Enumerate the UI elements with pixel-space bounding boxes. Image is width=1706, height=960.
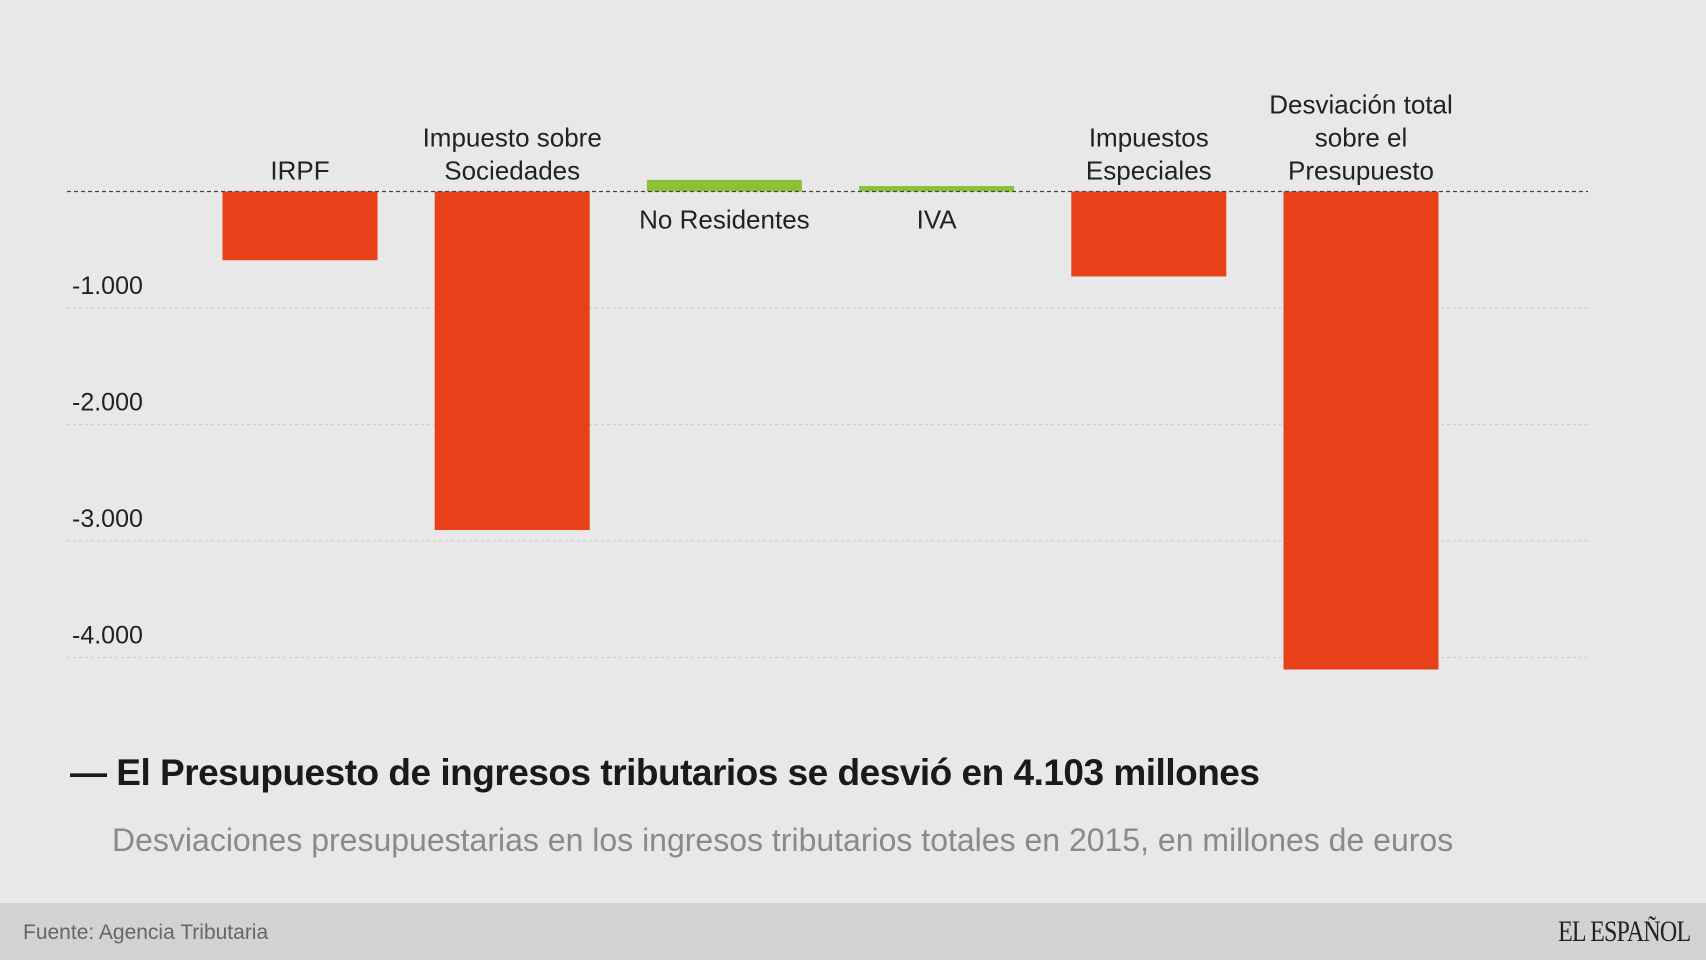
bar-chart: -1.000 -2.000 -3.000 -4.000 IRPF Impuesto sob…	[67, 90, 1588, 670]
bar	[1283, 191, 1439, 670]
bar	[222, 191, 378, 261]
category-label: IRPF	[270, 156, 329, 186]
category-label: Impuesto sobre	[423, 123, 602, 153]
category-label: sobre el	[1315, 123, 1408, 153]
category-label: Impuestos	[1089, 123, 1209, 153]
chart-title: — El Presupuesto de ingresos tributarios…	[70, 752, 1260, 793]
category-label: No Residentes	[639, 205, 810, 235]
chart-subtitle: Desviaciones presupuestarias en los ingr…	[112, 822, 1454, 858]
bar	[859, 186, 1015, 192]
el-espanol-logo: EL ESPAÑOL	[1557, 915, 1691, 948]
category-label: Presupuesto	[1288, 156, 1434, 186]
bar	[646, 179, 802, 192]
category-label: Desviación total	[1269, 90, 1453, 120]
bar	[1071, 191, 1227, 277]
source-text: Fuente: Agencia Tributaria	[23, 921, 269, 944]
y-tick-label: -1.000	[72, 272, 143, 300]
category-label: IVA	[917, 205, 958, 235]
category-label: Sociedades	[444, 156, 580, 186]
y-tick-label: -2.000	[72, 389, 143, 417]
y-tick-label: -3.000	[72, 505, 143, 533]
footer: Fuente: Agencia Tributaria EL ESPAÑOL	[0, 903, 1706, 960]
y-tick-label: -4.000	[72, 622, 143, 650]
category-label: Especiales	[1086, 156, 1212, 186]
chart-title-text: El Presupuesto de ingresos tributarios s…	[116, 752, 1260, 793]
bar	[434, 191, 590, 531]
